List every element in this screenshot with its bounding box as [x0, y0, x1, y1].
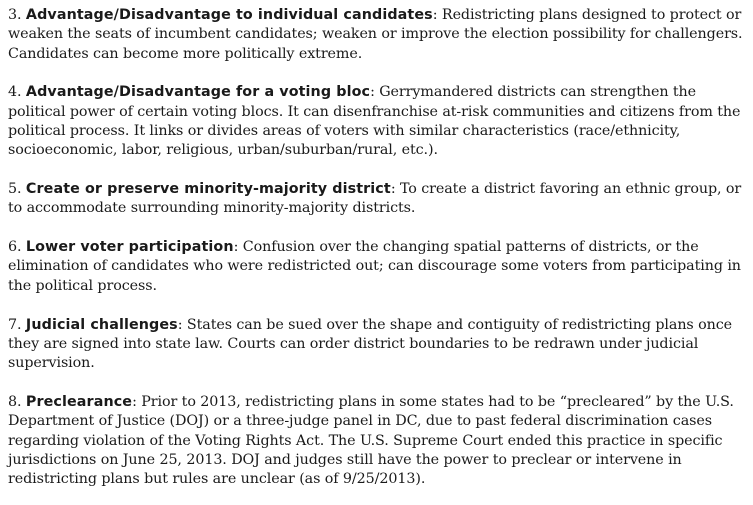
item-term: Preclearance	[25, 393, 133, 410]
list-item: 4. Advantage/Disadvantage for a voting b…	[8, 83, 743, 160]
item-number: 4.	[8, 84, 22, 101]
item-number: 5.	[8, 181, 22, 198]
list-item: 3. Advantage/Disadvantage to individual …	[8, 6, 743, 64]
list-item: 6. Lower voter participation: Confusion …	[8, 238, 743, 296]
item-text: : Gerrymandered districts can strengthen…	[8, 84, 741, 159]
item-text: : States can be sued over the shape and …	[8, 316, 732, 372]
document-body: 3. Advantage/Disadvantage to individual …	[8, 6, 743, 489]
item-term: Lower voter participation	[25, 239, 234, 256]
item-number: 6.	[8, 239, 22, 256]
list-item: 8. Preclearance: Prior to 2013, redistri…	[8, 393, 743, 489]
item-text: : To create a district favoring an ethni…	[8, 181, 742, 217]
item-number: 8.	[8, 393, 22, 410]
item-text: : Prior to 2013, redistricting plans in …	[8, 393, 734, 488]
item-term: Create or preserve minority-majority dis…	[25, 181, 391, 198]
item-term: Advantage/Disadvantage to individual can…	[25, 7, 433, 23]
item-term: Advantage/Disadvantage for a voting bloc	[25, 84, 371, 101]
item-number: 3.	[8, 7, 22, 23]
list-item: 7. Judicial challenges: States can be su…	[8, 316, 743, 374]
item-number: 7.	[8, 316, 22, 333]
item-term: Judicial challenges	[25, 316, 178, 333]
item-text: : Confusion over the changing spatial pa…	[8, 239, 741, 294]
item-text: : Redistricting plans designed to protec…	[8, 7, 743, 62]
list-item: 5. Create or preserve minority-majority …	[8, 180, 743, 219]
